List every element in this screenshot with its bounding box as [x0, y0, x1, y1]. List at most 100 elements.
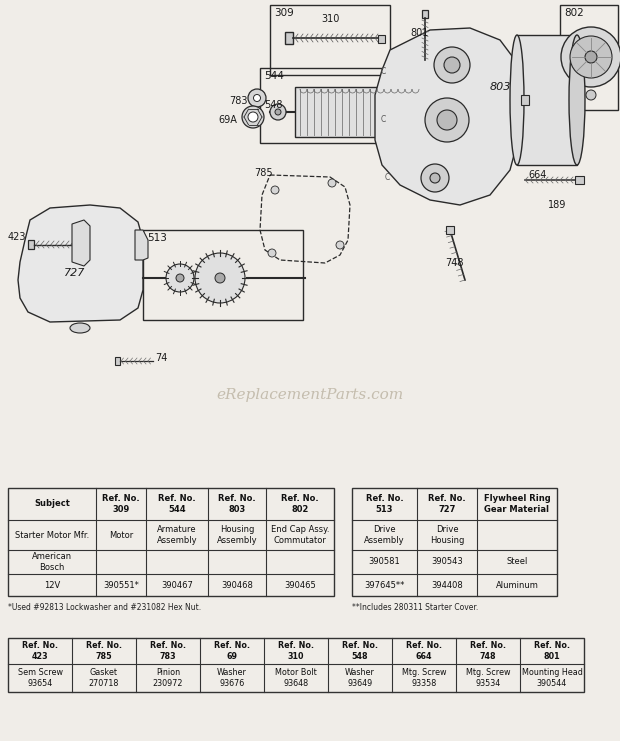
Circle shape — [270, 104, 286, 120]
Text: *Used #92813 Lockwasher and #231082 Hex Nut.: *Used #92813 Lockwasher and #231082 Hex … — [8, 603, 201, 612]
Text: 394408: 394408 — [431, 580, 463, 590]
Circle shape — [248, 112, 258, 122]
Text: Drive
Housing: Drive Housing — [430, 525, 464, 545]
Circle shape — [328, 179, 336, 187]
Text: Gasket
270718: Gasket 270718 — [89, 668, 119, 688]
Text: 69A: 69A — [218, 115, 237, 125]
Text: 390551*: 390551* — [103, 580, 139, 590]
Text: 727: 727 — [64, 268, 86, 278]
Circle shape — [444, 57, 460, 73]
Polygon shape — [72, 220, 90, 266]
Bar — [295, 87, 415, 137]
Text: Flywheel Ring
Gear Material: Flywheel Ring Gear Material — [484, 494, 551, 514]
Text: Motor Bolt
93648: Motor Bolt 93648 — [275, 668, 317, 688]
Text: 513: 513 — [147, 233, 167, 243]
Text: Mounting Head
390544: Mounting Head 390544 — [521, 668, 582, 688]
Text: End Cap Assy.
Commutator: End Cap Assy. Commutator — [271, 525, 329, 545]
Circle shape — [437, 110, 457, 130]
Circle shape — [248, 89, 266, 107]
Text: 664: 664 — [528, 170, 546, 180]
Bar — [575, 176, 584, 184]
Text: Ref. No.
310: Ref. No. 310 — [278, 641, 314, 661]
Text: Ref. No.
513: Ref. No. 513 — [366, 494, 404, 514]
Circle shape — [268, 249, 276, 257]
Text: Armature
Assembly: Armature Assembly — [157, 525, 197, 545]
Text: 423: 423 — [8, 232, 27, 242]
Circle shape — [215, 273, 225, 283]
Circle shape — [421, 164, 449, 192]
Text: Ref. No.
748: Ref. No. 748 — [470, 641, 506, 661]
Text: 74: 74 — [155, 353, 167, 363]
Bar — [352, 488, 557, 596]
Text: Ref. No.
802: Ref. No. 802 — [281, 494, 319, 514]
Text: 390465: 390465 — [284, 580, 316, 590]
Text: Ref. No.
727: Ref. No. 727 — [428, 494, 466, 514]
Text: Washer
93649: Washer 93649 — [345, 668, 375, 688]
Text: Ref. No.
664: Ref. No. 664 — [406, 641, 442, 661]
Circle shape — [271, 186, 279, 194]
Bar — [260, 68, 460, 143]
Text: American
Bosch: American Bosch — [32, 552, 72, 572]
Text: Ref. No.
423: Ref. No. 423 — [22, 641, 58, 661]
Bar — [521, 95, 529, 105]
Text: Ref. No.
544: Ref. No. 544 — [158, 494, 196, 514]
Bar — [433, 97, 461, 127]
Text: Pinion
230972: Pinion 230972 — [153, 668, 184, 688]
Circle shape — [336, 241, 344, 249]
Text: Drive
Assembly: Drive Assembly — [364, 525, 405, 545]
Text: Ref. No.
309: Ref. No. 309 — [102, 494, 140, 514]
Text: C: C — [381, 116, 386, 124]
Text: C: C — [381, 67, 386, 76]
Bar — [8, 488, 334, 596]
Text: C: C — [384, 173, 389, 182]
Bar — [560, 5, 618, 110]
Text: 801: 801 — [411, 28, 429, 38]
Text: 310: 310 — [321, 14, 339, 24]
Bar — [115, 357, 120, 365]
Bar — [8, 638, 584, 692]
Circle shape — [561, 27, 620, 87]
Text: Mtg. Screw
93534: Mtg. Screw 93534 — [466, 668, 510, 688]
Text: Subject: Subject — [34, 499, 70, 508]
Text: 309: 309 — [274, 8, 294, 18]
Bar — [378, 35, 385, 43]
Text: 390468: 390468 — [221, 580, 253, 590]
Bar — [143, 230, 303, 320]
Ellipse shape — [70, 323, 90, 333]
Circle shape — [430, 173, 440, 183]
Ellipse shape — [569, 35, 585, 165]
Text: 548: 548 — [264, 100, 283, 110]
Text: 189: 189 — [548, 200, 567, 210]
Text: Ref. No.
69: Ref. No. 69 — [214, 641, 250, 661]
Text: 390581: 390581 — [369, 557, 401, 567]
Text: 785: 785 — [254, 168, 273, 178]
Circle shape — [586, 90, 596, 100]
Circle shape — [176, 274, 184, 282]
Circle shape — [434, 47, 470, 83]
Bar — [270, 5, 390, 75]
Text: **Includes 280311 Starter Cover.: **Includes 280311 Starter Cover. — [352, 603, 478, 612]
Text: Steel: Steel — [507, 557, 528, 567]
Text: Ref. No.
783: Ref. No. 783 — [150, 641, 186, 661]
Bar — [422, 10, 428, 18]
Text: 12V: 12V — [44, 580, 60, 590]
Text: Motor: Motor — [109, 531, 133, 539]
Bar — [446, 226, 454, 234]
Circle shape — [425, 98, 469, 142]
Text: Aluminum: Aluminum — [495, 580, 538, 590]
Text: Mtg. Screw
93358: Mtg. Screw 93358 — [402, 668, 446, 688]
Circle shape — [195, 253, 245, 303]
Text: Ref. No.
785: Ref. No. 785 — [86, 641, 122, 661]
Circle shape — [585, 51, 597, 63]
Text: Housing
Assembly: Housing Assembly — [216, 525, 257, 545]
Text: 397645**: 397645** — [365, 580, 405, 590]
Bar — [28, 240, 34, 249]
Polygon shape — [375, 28, 520, 205]
Text: Washer
93676: Washer 93676 — [217, 668, 247, 688]
Ellipse shape — [510, 35, 524, 165]
Text: Ref. No.
801: Ref. No. 801 — [534, 641, 570, 661]
Bar — [285, 32, 293, 44]
Text: Ref. No.
803: Ref. No. 803 — [218, 494, 256, 514]
Text: eReplacementParts.com: eReplacementParts.com — [216, 388, 404, 402]
Text: 544: 544 — [264, 71, 284, 81]
